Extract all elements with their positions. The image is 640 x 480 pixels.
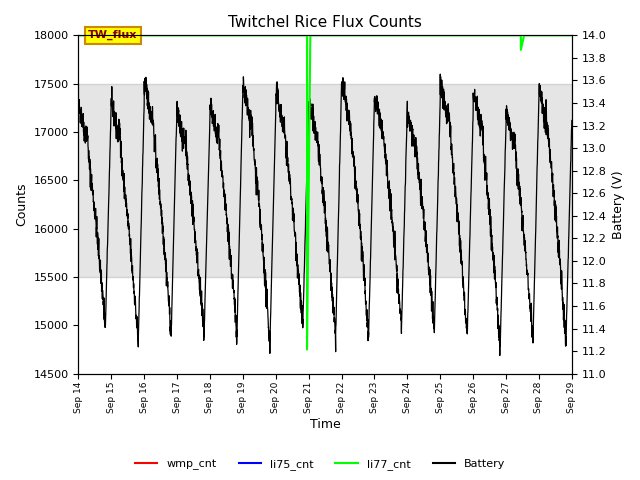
Bar: [79, 84, 572, 277]
Title: Twitchel Rice Flux Counts: Twitchel Rice Flux Counts: [228, 15, 422, 30]
Y-axis label: Battery (V): Battery (V): [612, 170, 625, 239]
Legend: wmp_cnt, li75_cnt, li77_cnt, Battery: wmp_cnt, li75_cnt, li77_cnt, Battery: [131, 455, 509, 474]
Y-axis label: Counts: Counts: [15, 183, 28, 226]
X-axis label: Time: Time: [310, 419, 340, 432]
Text: TW_flux: TW_flux: [88, 30, 138, 40]
